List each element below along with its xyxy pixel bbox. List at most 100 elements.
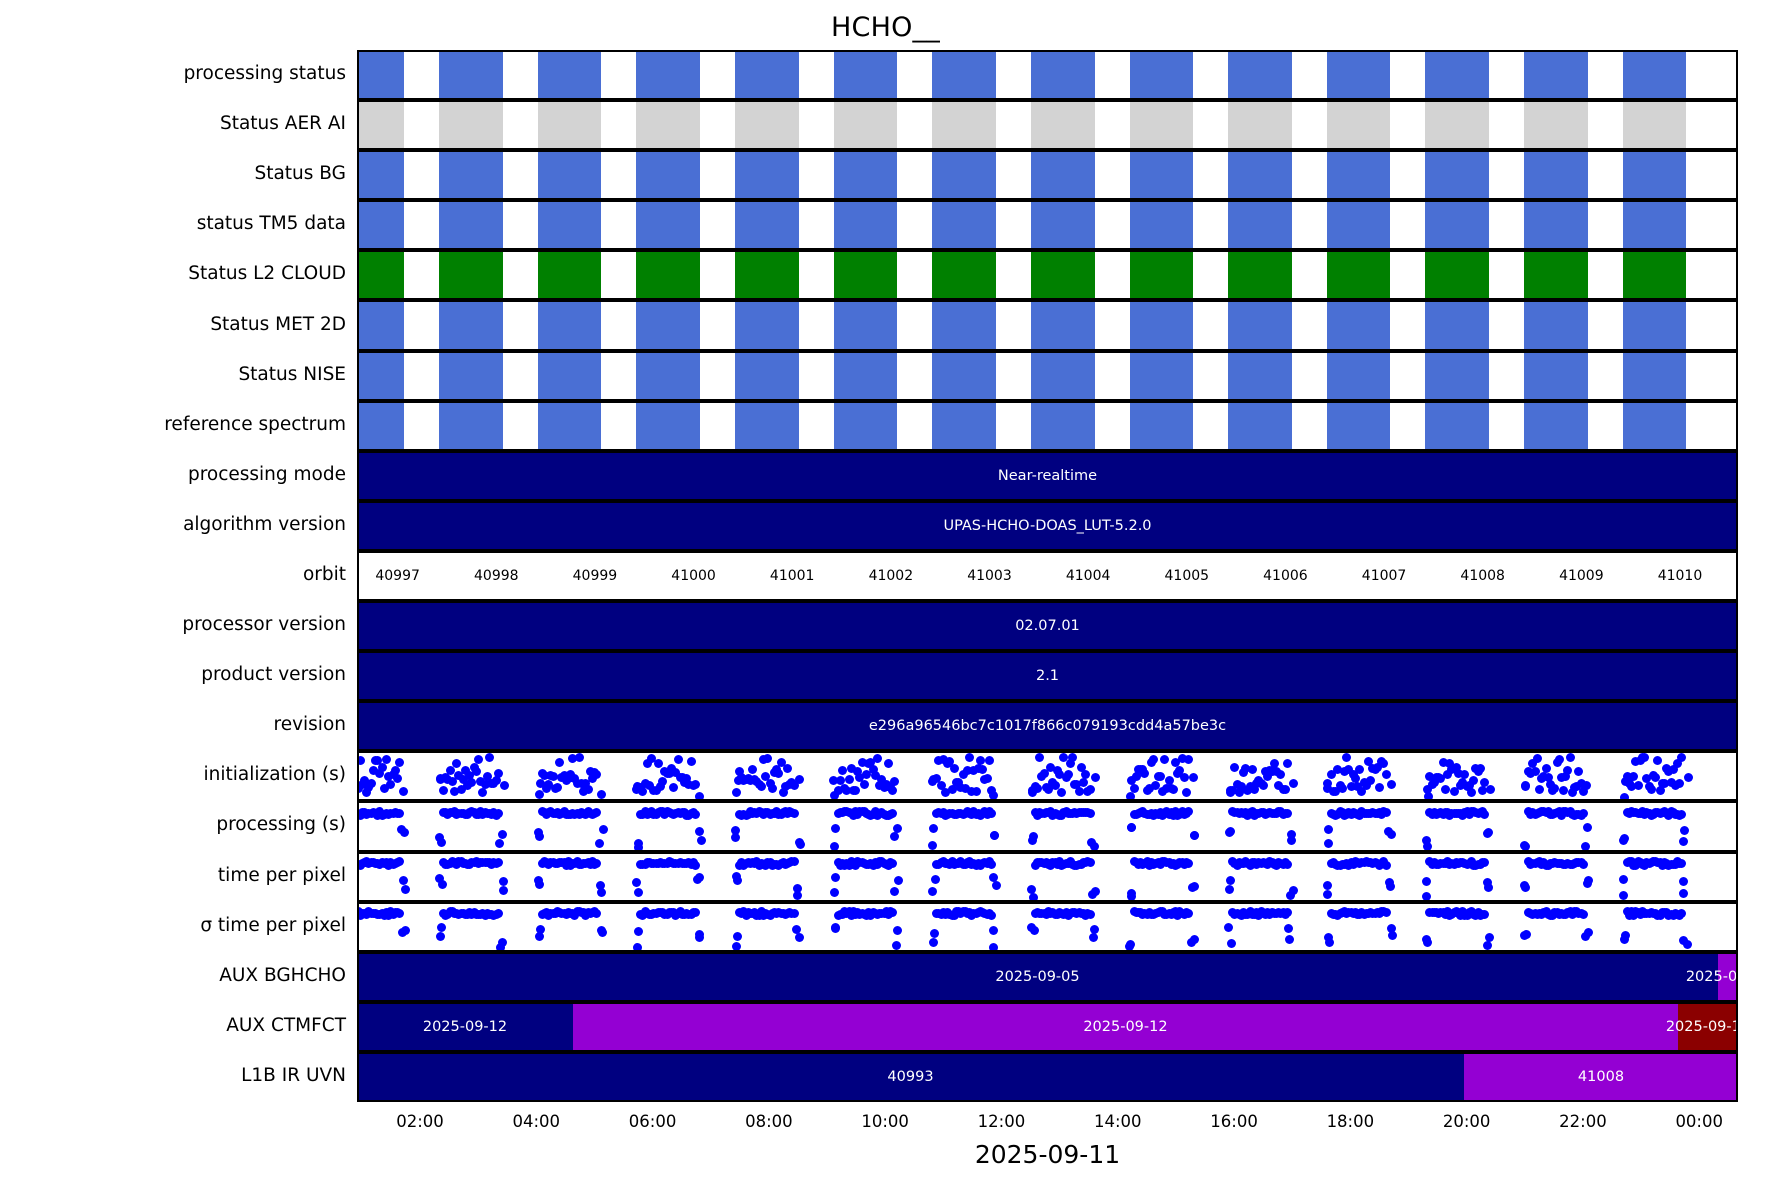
status-block[interactable] <box>932 202 996 249</box>
status-block[interactable] <box>357 252 405 299</box>
status-block[interactable] <box>1228 52 1292 99</box>
status-block[interactable] <box>537 252 602 299</box>
status-block[interactable] <box>932 402 996 449</box>
chart-row-l1b-ir-uvn[interactable]: 40993 41008 <box>357 1051 1738 1102</box>
status-block[interactable] <box>1524 352 1588 399</box>
status-block[interactable] <box>932 252 996 299</box>
status-block[interactable] <box>932 302 996 349</box>
aux-band-segment[interactable]: 2025-09-05 <box>357 953 1718 1000</box>
constant-value-bar[interactable]: UPAS-HCHO-DOAS_LUT-5.2.0 <box>357 502 1738 549</box>
constant-value-bar[interactable]: 2.1 <box>357 653 1738 700</box>
status-block[interactable] <box>636 302 700 349</box>
status-block[interactable] <box>636 352 700 399</box>
status-block[interactable] <box>357 352 405 399</box>
status-block[interactable] <box>537 302 602 349</box>
status-block[interactable] <box>1425 102 1490 149</box>
chart-row-product-version[interactable]: 2.1 <box>357 651 1738 702</box>
status-block[interactable] <box>1030 152 1095 199</box>
status-block[interactable] <box>932 152 996 199</box>
status-block[interactable] <box>1129 252 1194 299</box>
chart-row-status-bg[interactable] <box>357 150 1738 201</box>
scatter-plot[interactable] <box>357 904 1738 950</box>
status-block[interactable] <box>1228 202 1292 249</box>
status-block[interactable] <box>439 102 503 149</box>
chart-row-processor-version[interactable]: 02.07.01 <box>357 601 1738 652</box>
status-block[interactable] <box>1622 252 1687 299</box>
status-block[interactable] <box>734 152 799 199</box>
status-block[interactable] <box>1425 52 1490 99</box>
status-block[interactable] <box>734 252 799 299</box>
status-block[interactable] <box>439 352 503 399</box>
chart-row-processing-mode[interactable]: Near-realtime <box>357 450 1738 501</box>
status-block[interactable] <box>1326 52 1391 99</box>
status-block[interactable] <box>357 152 405 199</box>
status-block[interactable] <box>1129 152 1194 199</box>
status-block[interactable] <box>1228 352 1292 399</box>
status-block[interactable] <box>439 402 503 449</box>
status-block[interactable] <box>537 402 602 449</box>
status-block[interactable] <box>1425 352 1490 399</box>
chart-row-initialization-s[interactable] <box>357 751 1738 802</box>
status-block[interactable] <box>1326 252 1391 299</box>
status-block[interactable] <box>734 202 799 249</box>
status-block[interactable] <box>734 402 799 449</box>
chart-row-orbit[interactable]: 40997 40998 40999 41000 41001 41002 41003 41004… <box>357 550 1738 602</box>
chart-row-processing-s[interactable] <box>357 801 1738 852</box>
status-block[interactable] <box>734 352 799 399</box>
status-block[interactable] <box>636 402 700 449</box>
status-block[interactable] <box>1524 202 1588 249</box>
status-block[interactable] <box>1524 402 1588 449</box>
status-block[interactable] <box>1622 402 1687 449</box>
status-block[interactable] <box>1622 352 1687 399</box>
status-block[interactable] <box>1129 402 1194 449</box>
status-block[interactable] <box>1425 202 1490 249</box>
status-block[interactable] <box>1622 52 1687 99</box>
status-block[interactable] <box>537 152 602 199</box>
status-block[interactable] <box>537 102 602 149</box>
status-block[interactable] <box>833 402 898 449</box>
status-block[interactable] <box>1622 102 1687 149</box>
constant-value-bar[interactable]: 02.07.01 <box>357 603 1738 650</box>
scatter-plot[interactable] <box>357 753 1738 800</box>
status-block[interactable] <box>439 52 503 99</box>
chart-row-status-l2-cloud[interactable] <box>357 250 1738 301</box>
status-block[interactable] <box>734 102 799 149</box>
status-block[interactable] <box>1228 302 1292 349</box>
status-block[interactable] <box>636 102 700 149</box>
chart-row-reference-spectrum[interactable] <box>357 400 1738 451</box>
status-block[interactable] <box>537 202 602 249</box>
status-block[interactable] <box>1326 102 1391 149</box>
status-block[interactable] <box>1129 102 1194 149</box>
status-block[interactable] <box>1326 352 1391 399</box>
status-block[interactable] <box>1228 152 1292 199</box>
status-block[interactable] <box>734 302 799 349</box>
status-block[interactable] <box>833 252 898 299</box>
status-block[interactable] <box>833 352 898 399</box>
chart-row-algorithm-version[interactable]: UPAS-HCHO-DOAS_LUT-5.2.0 <box>357 500 1738 551</box>
status-block[interactable] <box>833 152 898 199</box>
status-block[interactable] <box>1129 52 1194 99</box>
status-block[interactable] <box>1425 252 1490 299</box>
chart-row-status-met-2d[interactable] <box>357 300 1738 351</box>
status-block[interactable] <box>636 52 700 99</box>
status-block[interactable] <box>537 52 602 99</box>
status-block[interactable] <box>1129 352 1194 399</box>
status-block[interactable] <box>1622 202 1687 249</box>
status-block[interactable] <box>1524 102 1588 149</box>
scatter-plot[interactable] <box>357 803 1738 850</box>
status-block[interactable] <box>1524 302 1588 349</box>
aux-band-segment[interactable]: 2025-09-06 <box>1686 953 1738 1000</box>
status-block[interactable] <box>1030 352 1095 399</box>
aux-band-segment[interactable]: 41008 <box>1464 1053 1738 1100</box>
chart-row-time-per-pixel[interactable] <box>357 851 1738 902</box>
scatter-plot[interactable] <box>357 854 1738 900</box>
status-block[interactable] <box>1425 302 1490 349</box>
status-block[interactable] <box>357 302 405 349</box>
status-block[interactable] <box>932 52 996 99</box>
status-block[interactable] <box>439 252 503 299</box>
status-block[interactable] <box>1326 152 1391 199</box>
status-block[interactable] <box>357 102 405 149</box>
status-block[interactable] <box>1030 252 1095 299</box>
status-block[interactable] <box>1129 202 1194 249</box>
status-block[interactable] <box>1326 402 1391 449</box>
